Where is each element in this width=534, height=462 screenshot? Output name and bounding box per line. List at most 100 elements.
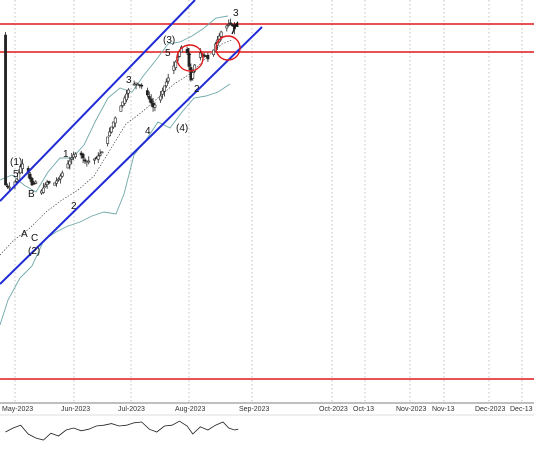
candle-body <box>147 96 151 100</box>
oscillator-line <box>5 420 239 441</box>
candle-body <box>43 184 47 187</box>
x-tick-label: Oct-2023 <box>319 406 348 413</box>
candle-body <box>58 175 62 180</box>
x-axis-labels: May-2023 Jun-2023 Jul-2023 Aug-2023 Sep-… <box>2 406 533 413</box>
candle-body <box>229 22 233 25</box>
candle-body <box>87 160 91 163</box>
candle-body <box>212 49 215 55</box>
candle-body <box>41 187 45 193</box>
candle-body <box>32 182 36 185</box>
x-tick-label: Sep-2023 <box>239 406 269 413</box>
candle-body <box>68 160 72 166</box>
candle-body <box>34 181 38 184</box>
candle-body <box>185 49 189 54</box>
candle-body <box>161 90 164 95</box>
candle-body <box>113 117 117 124</box>
candle-body <box>149 98 153 104</box>
candle-body <box>6 185 9 188</box>
candle-body <box>83 159 87 162</box>
candle-body <box>19 166 23 174</box>
candle-body <box>125 93 128 101</box>
wave-labels: (1) 5 B A C (2) 1 2 3 4 (3) 5 (4) 1 2 3 <box>10 8 239 257</box>
candle-body <box>21 163 24 169</box>
candle-body <box>191 72 195 79</box>
candle-body <box>96 155 100 160</box>
wave-label: 5 <box>165 48 171 59</box>
candle-body <box>140 84 144 87</box>
wave-label: B <box>28 189 35 200</box>
candle-body <box>163 85 166 92</box>
candle-body <box>98 153 102 156</box>
x-tick-label: Nov-13 <box>432 406 455 413</box>
candle-body <box>206 54 210 60</box>
wave-label: 4 <box>145 126 151 137</box>
candle-body <box>81 153 85 159</box>
wave-label: 5 <box>13 169 19 180</box>
x-tick-label: Dec-2023 <box>475 406 505 413</box>
wave-label: 3 <box>126 75 132 86</box>
wave-label: (1) <box>10 157 22 168</box>
candle-body <box>17 172 21 181</box>
candle-body <box>55 180 59 184</box>
candle-body <box>145 90 149 96</box>
wave-label: (4) <box>176 123 188 134</box>
x-tick-label: Jun-2023 <box>61 406 90 413</box>
candle-body <box>70 157 74 160</box>
wave-label: 1 <box>63 149 69 160</box>
candle-body <box>45 181 49 185</box>
candle-body <box>28 173 32 180</box>
candle-body <box>110 126 113 133</box>
x-tick-label: Oct-13 <box>353 406 374 413</box>
x-tick-label: Jul-2023 <box>118 406 145 413</box>
candle-body <box>174 61 178 68</box>
wave-label: (2) <box>28 246 40 257</box>
highlight-circle-right <box>215 35 241 61</box>
candle-body <box>66 163 70 169</box>
candle-body <box>227 24 231 26</box>
candle-body <box>178 51 181 57</box>
x-tick-label: Aug-2023 <box>175 406 205 413</box>
candle-body <box>187 53 191 67</box>
candles <box>4 18 236 195</box>
candle-body <box>153 104 157 108</box>
x-tick-label: Nov-2023 <box>396 406 426 413</box>
candle-body <box>106 136 110 144</box>
candle-body <box>219 31 223 37</box>
candle-body <box>53 182 57 186</box>
wave-label: (3) <box>163 35 175 46</box>
direction-arrow-head-icon <box>233 21 239 27</box>
highlight-circle-left <box>176 44 204 72</box>
candle-body <box>74 153 77 158</box>
candle-body <box>121 101 125 106</box>
candle-body <box>119 105 123 112</box>
candle-body <box>30 178 34 186</box>
wave-label: 2 <box>71 201 77 212</box>
candle-body <box>225 25 229 29</box>
candle-body <box>57 178 60 181</box>
candle-body <box>123 97 127 104</box>
candle-body <box>93 158 96 161</box>
wave-label: 3 <box>233 8 239 19</box>
candle-body <box>193 64 197 72</box>
channel-lower-line <box>0 26 263 285</box>
candle-body <box>172 65 176 71</box>
candle-body <box>127 89 130 94</box>
candle-body <box>164 81 168 87</box>
candle-body <box>4 34 7 186</box>
x-tick-label: May-2023 <box>2 406 33 413</box>
candle-body <box>159 95 163 101</box>
x-tick-label: Dec-13 <box>510 406 533 413</box>
bollinger-upper-band <box>0 15 229 193</box>
wave-label: C <box>31 233 38 244</box>
moving-average-line <box>0 39 233 256</box>
candle-body <box>108 131 111 137</box>
candle-body <box>166 77 170 82</box>
candle-body <box>60 172 64 177</box>
wave-label: A <box>21 229 28 240</box>
bollinger-lower-band <box>0 83 231 326</box>
wave-label: 2 <box>194 84 200 95</box>
channel-upper-line <box>0 0 196 202</box>
candle-body <box>111 121 115 128</box>
